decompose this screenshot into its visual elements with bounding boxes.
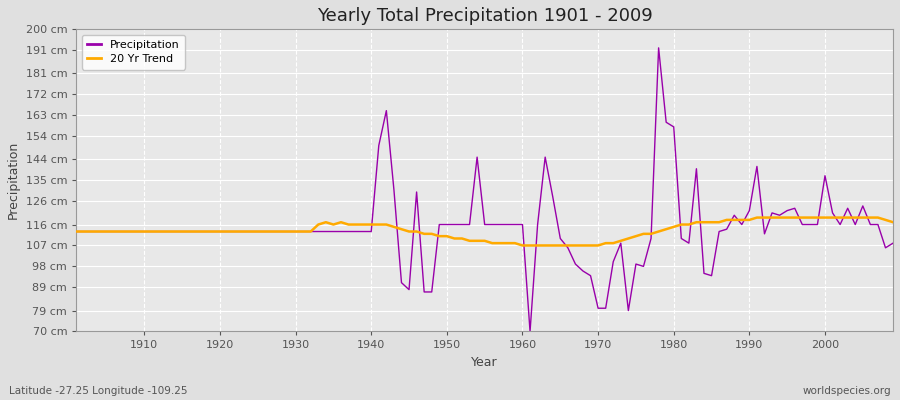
- 20 Yr Trend: [509, 241, 520, 246]
- Precipitation: [131, 229, 142, 234]
- Precipitation: [343, 229, 354, 234]
- 20 Yr Trend: [71, 229, 82, 234]
- Title: Yearly Total Precipitation 1901 - 2009: Yearly Total Precipitation 1901 - 2009: [317, 7, 652, 25]
- 20 Yr Trend: [343, 222, 354, 227]
- 20 Yr Trend: [616, 238, 626, 243]
- Line: Precipitation: Precipitation: [76, 48, 893, 332]
- Line: 20 Yr Trend: 20 Yr Trend: [76, 218, 893, 246]
- Y-axis label: Precipitation: Precipitation: [7, 141, 20, 220]
- Precipitation: [71, 229, 82, 234]
- 20 Yr Trend: [298, 229, 309, 234]
- Precipitation: [518, 222, 528, 227]
- X-axis label: Year: Year: [472, 356, 498, 369]
- 20 Yr Trend: [131, 229, 142, 234]
- Precipitation: [887, 241, 898, 246]
- Precipitation: [616, 241, 626, 246]
- Precipitation: [298, 229, 309, 234]
- Text: worldspecies.org: worldspecies.org: [803, 386, 891, 396]
- Text: Latitude -27.25 Longitude -109.25: Latitude -27.25 Longitude -109.25: [9, 386, 187, 396]
- Precipitation: [525, 329, 535, 334]
- 20 Yr Trend: [518, 243, 528, 248]
- 20 Yr Trend: [525, 243, 535, 248]
- Precipitation: [653, 46, 664, 50]
- 20 Yr Trend: [752, 215, 762, 220]
- 20 Yr Trend: [887, 220, 898, 225]
- Legend: Precipitation, 20 Yr Trend: Precipitation, 20 Yr Trend: [82, 35, 184, 70]
- Precipitation: [509, 222, 520, 227]
